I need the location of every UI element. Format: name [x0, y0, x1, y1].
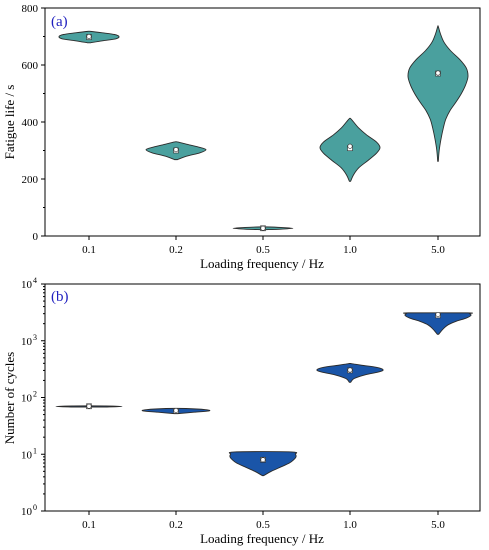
panel-a-y-axis: 0 200 400 600 800: [22, 3, 45, 243]
y-tick-label: 0: [33, 231, 39, 243]
violin-5.0: [407, 25, 469, 162]
panel-b-violins: [55, 312, 474, 477]
y-tick-exponent: 1: [33, 446, 37, 455]
panel-a-x-axis: 0.1 0.2 0.5 1.0 5.0: [82, 236, 445, 256]
median-marker-0.1: [86, 33, 92, 39]
x-tick-label: 5.0: [431, 519, 445, 531]
violin-5.0: [403, 312, 474, 335]
y-tick-label: 10: [21, 279, 33, 291]
median-marker-5.0: [435, 312, 441, 318]
panel-b-y-axis-label: Number of cycles: [2, 352, 17, 444]
median-marker-1.0: [347, 367, 353, 373]
y-tick-label: 10: [21, 393, 33, 405]
y-tick-label: 600: [22, 60, 39, 72]
x-tick-label: 1.0: [343, 244, 357, 256]
x-tick-label: 0.2: [169, 519, 183, 531]
x-tick-label: 0.1: [82, 519, 96, 531]
median-marker-5.0: [435, 70, 441, 76]
x-tick-label: 0.5: [256, 519, 270, 531]
x-tick-label: 0.2: [169, 244, 183, 256]
violin-0.5: [228, 451, 298, 477]
panel-b-x-axis-label: Loading frequency / Hz: [200, 531, 324, 546]
panel-a-x-axis-label: Loading frequency / Hz: [200, 256, 324, 271]
x-tick-label: 0.5: [256, 244, 270, 256]
panel-a: 0 200 400 600 800 0.1 0.2 0.5 1.0 5.0 (a) Loadin…: [2, 3, 481, 271]
panel-b-tag: (b): [51, 289, 69, 305]
y-tick-label: 400: [22, 117, 39, 129]
x-tick-label: 0.1: [82, 244, 96, 256]
median-marker-0.5: [260, 457, 266, 463]
panel-b-x-axis: 0.1 0.2 0.5 1.0 5.0: [82, 511, 445, 531]
panel-a-y-axis-label: Fatigue life / s: [2, 85, 17, 160]
y-tick-exponent: 4: [33, 276, 37, 285]
y-tick-exponent: 3: [33, 333, 37, 342]
y-tick-exponent: 0: [33, 503, 37, 512]
median-marker-0.2: [173, 147, 179, 153]
y-tick-label: 10: [21, 336, 33, 348]
y-tick-label: 10: [21, 506, 33, 518]
panel-a-violins: [58, 25, 469, 232]
y-tick-exponent: 2: [33, 390, 37, 399]
median-marker-1.0: [347, 143, 353, 149]
panel-a-tag: (a): [51, 14, 68, 30]
median-marker-0.2: [173, 408, 179, 414]
median-marker-0.5: [260, 225, 266, 231]
y-tick-label: 10: [21, 449, 33, 461]
y-tick-label: 800: [22, 3, 39, 15]
y-tick-label: 200: [22, 174, 39, 186]
panel-a-plot-frame: [44, 7, 481, 237]
median-marker-0.1: [86, 403, 92, 409]
x-tick-label: 1.0: [343, 519, 357, 531]
x-tick-label: 5.0: [431, 244, 445, 256]
